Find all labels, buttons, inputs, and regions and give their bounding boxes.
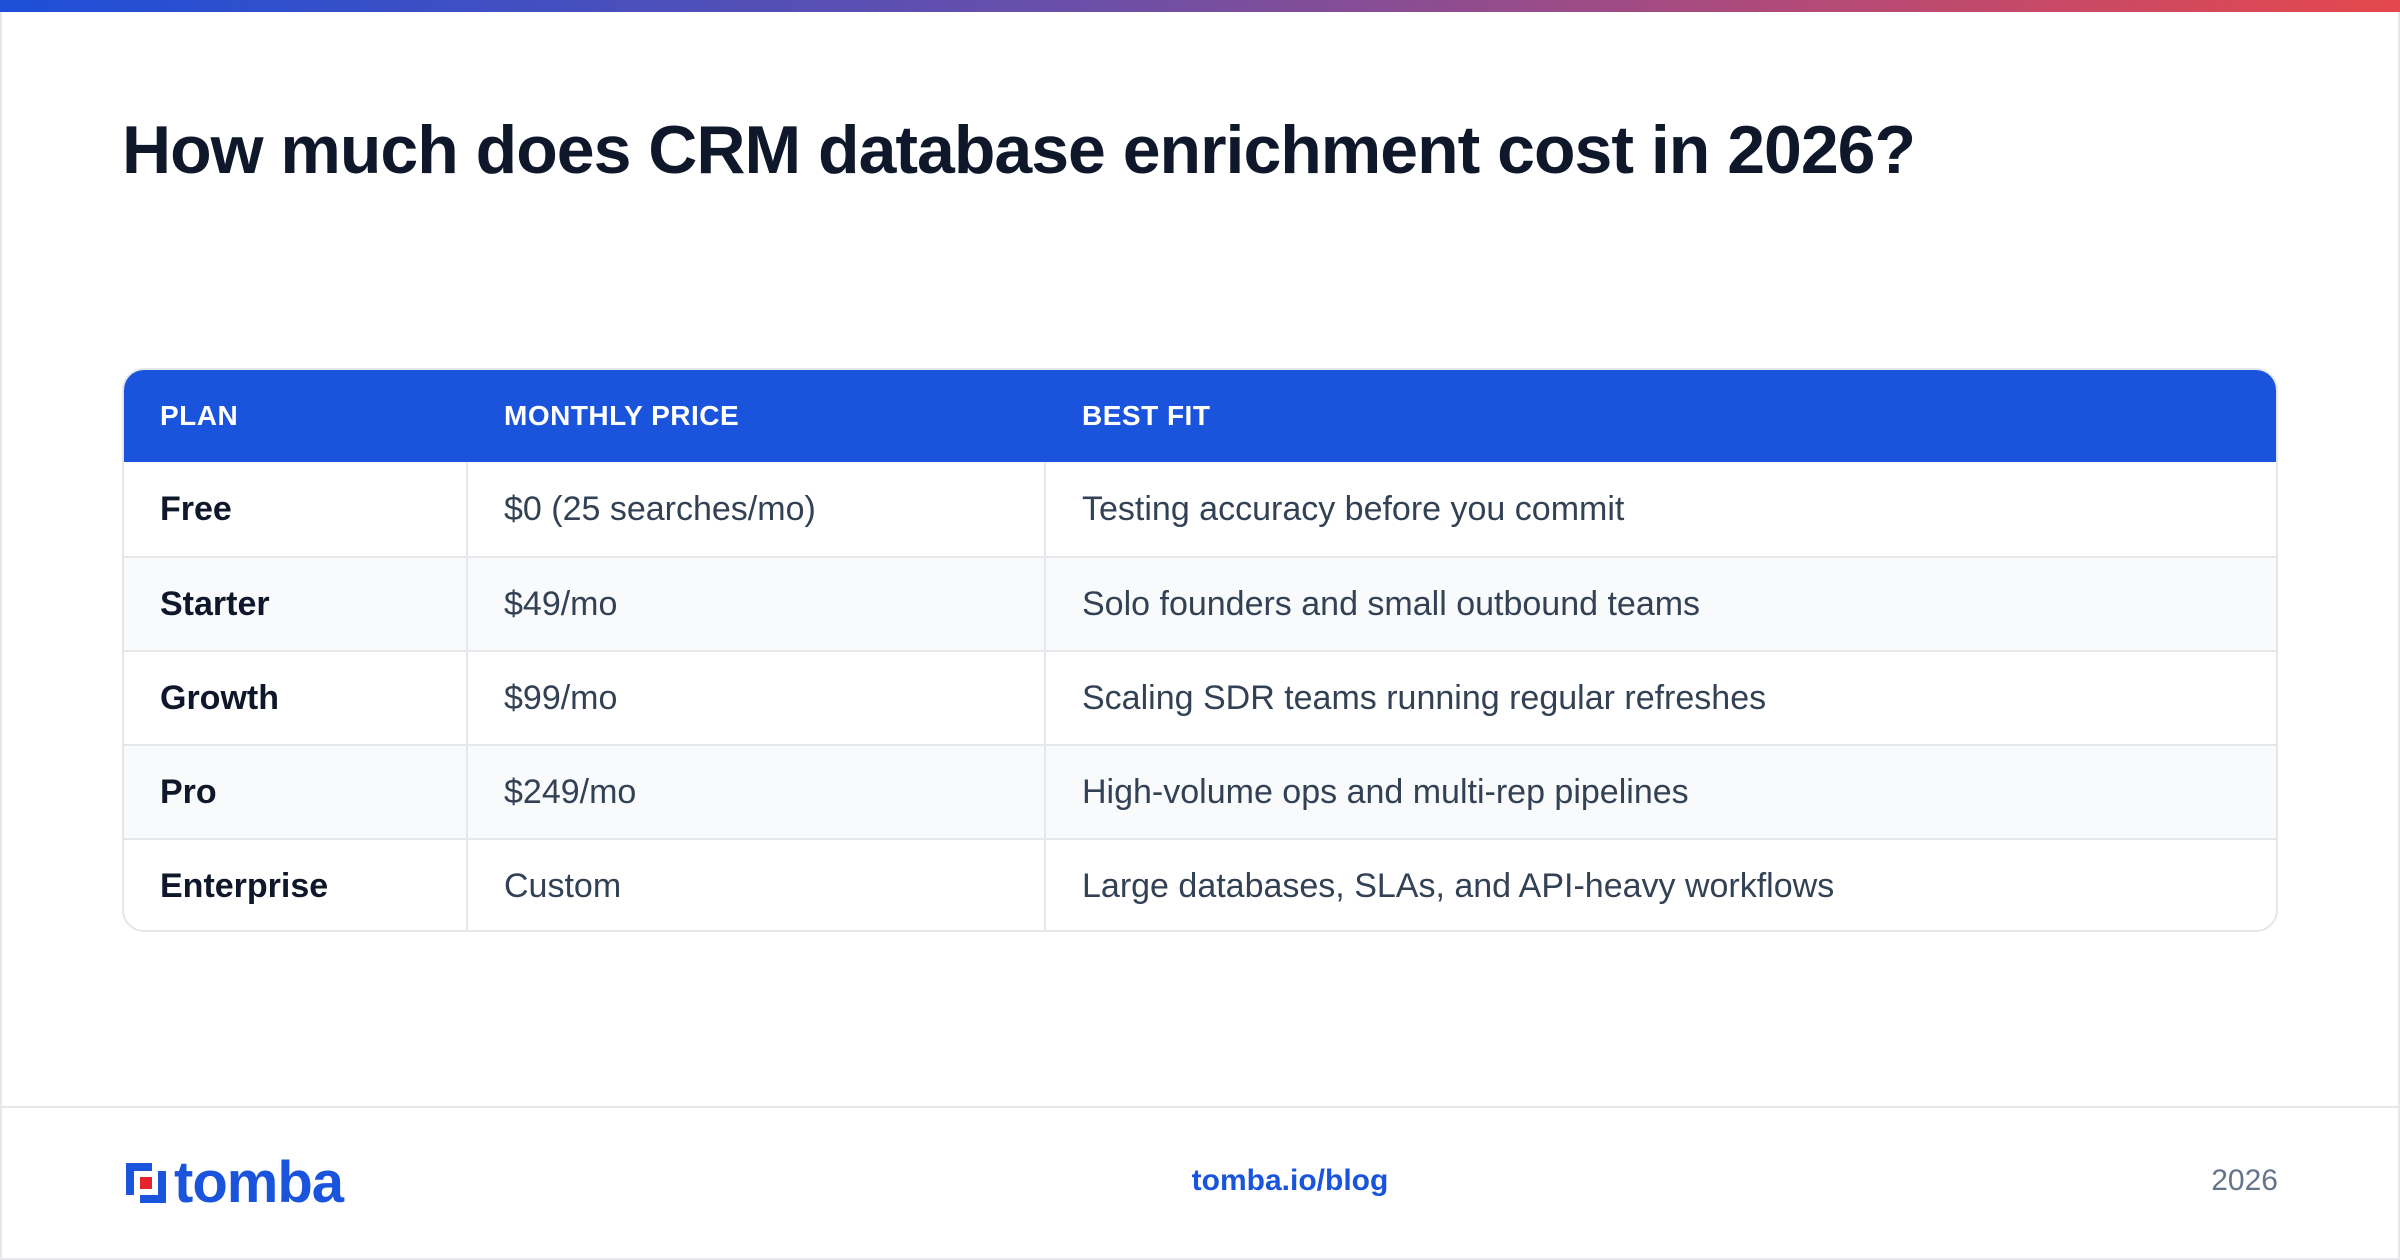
table-row: Starter $49/mo Solo founders and small o… xyxy=(124,556,2276,650)
table-row: Pro $249/mo High-volume ops and multi-re… xyxy=(124,744,2276,838)
header-best-fit: BEST FIT xyxy=(1082,400,1211,431)
logo-wordmark: tomba xyxy=(174,1150,344,1215)
best-fit-cell: Scaling SDR teams running regular refres… xyxy=(1082,678,1767,717)
table-header: PLAN MONTHLY PRICE BEST FIT xyxy=(124,370,2276,462)
plan-cell: Growth xyxy=(124,652,468,744)
plan-cell: Free xyxy=(124,462,468,556)
best-fit-cell: High-volume ops and multi-rep pipelines xyxy=(1082,772,1689,811)
best-fit-cell: Large databases, SLAs, and API-heavy wor… xyxy=(1082,866,1835,905)
price-cell: $249/mo xyxy=(468,746,1046,838)
header-monthly-price: MONTHLY PRICE xyxy=(504,400,740,431)
page-title: How much does CRM database enrichment co… xyxy=(122,112,1916,188)
plan-cell: Enterprise xyxy=(124,840,468,930)
price-cell: Custom xyxy=(468,840,1046,930)
best-fit-cell: Solo founders and small outbound teams xyxy=(1082,584,1701,623)
best-fit-cell: Testing accuracy before you commit xyxy=(1082,489,1625,528)
table-row: Growth $99/mo Scaling SDR teams running … xyxy=(124,650,2276,744)
price-cell: $0 (25 searches/mo) xyxy=(468,462,1046,556)
table-row: Enterprise Custom Large databases, SLAs,… xyxy=(124,838,2276,930)
tomba-logo: tomba xyxy=(122,1150,344,1215)
table-row: Free $0 (25 searches/mo) Testing accurac… xyxy=(124,462,2276,556)
tomba-logo-icon xyxy=(126,1163,166,1203)
plan-cell: Starter xyxy=(124,558,468,650)
price-cell: $99/mo xyxy=(468,652,1046,744)
top-gradient-bar xyxy=(0,0,2400,12)
footer-divider xyxy=(0,1106,2400,1108)
price-cell: $49/mo xyxy=(468,558,1046,650)
pricing-table: PLAN MONTHLY PRICE BEST FIT Free $0 (25 … xyxy=(122,368,2278,932)
plan-cell: Pro xyxy=(124,746,468,838)
header-plan: PLAN xyxy=(160,400,239,431)
footer-year: 2026 xyxy=(2211,1164,2278,1197)
footer-blog-link[interactable]: tomba.io/blog xyxy=(1191,1164,1389,1197)
